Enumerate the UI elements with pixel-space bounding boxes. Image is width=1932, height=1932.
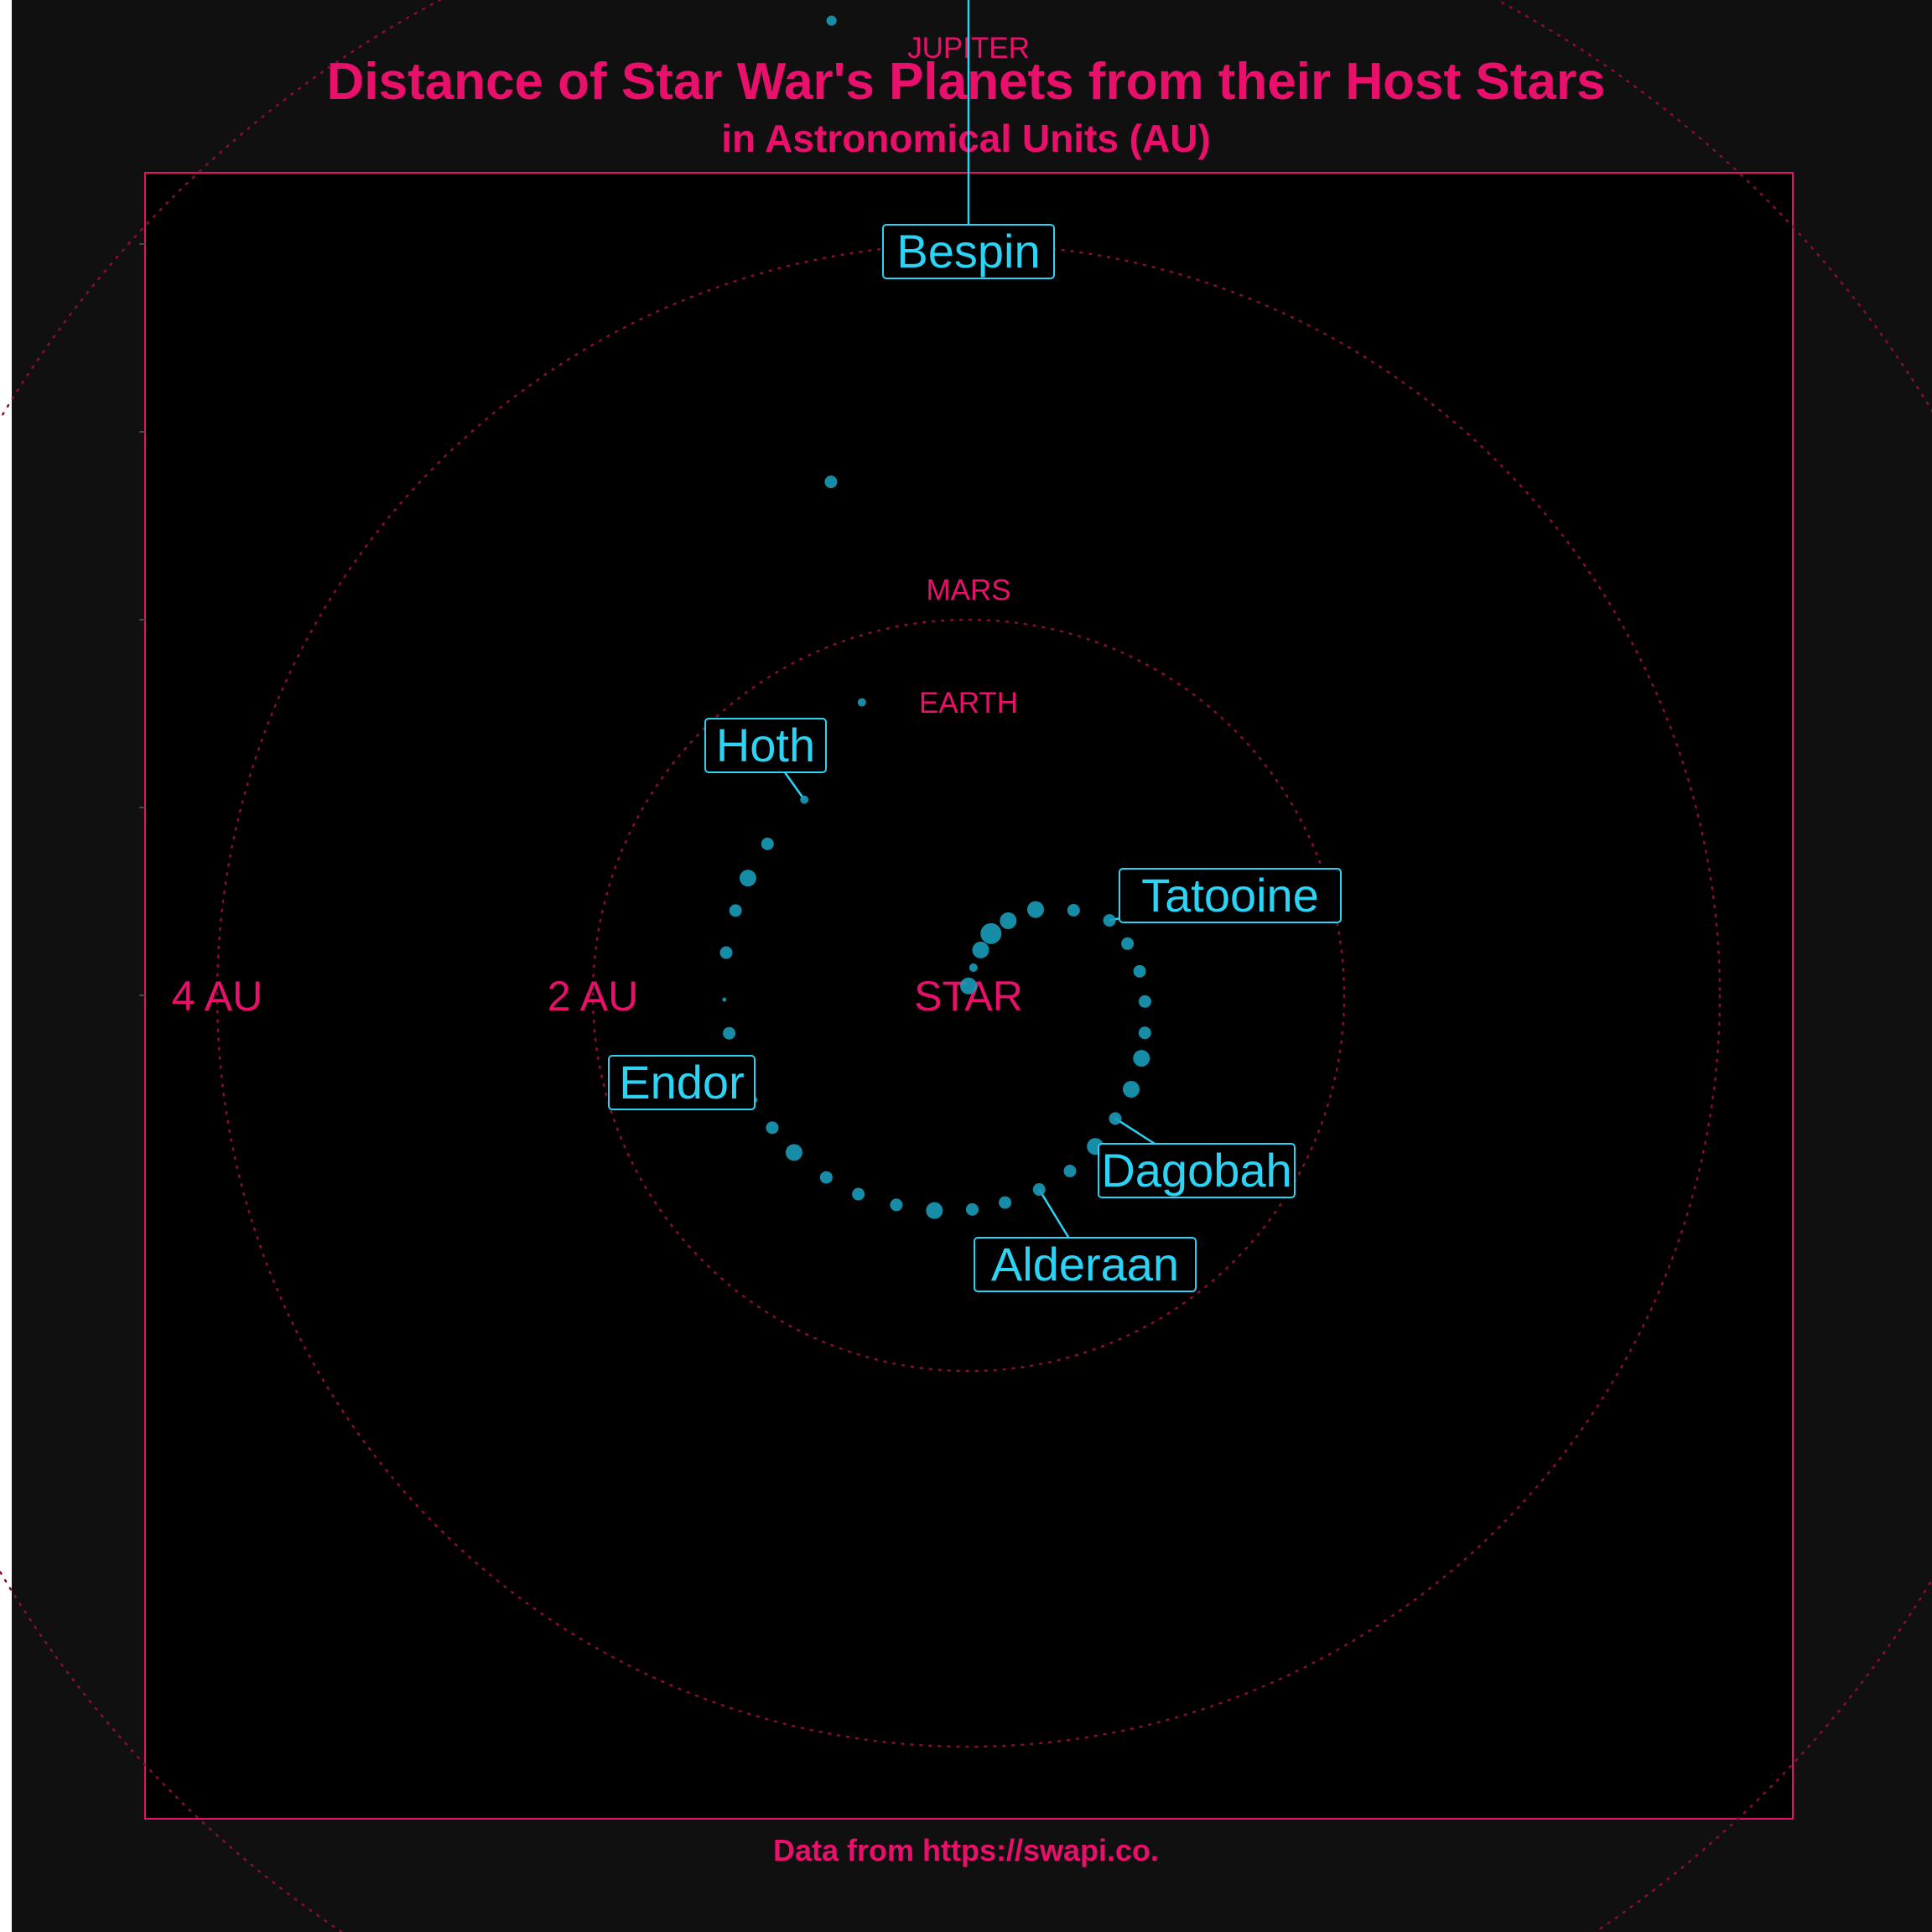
planet-point <box>890 1198 903 1212</box>
planet-point <box>852 1187 865 1201</box>
planet-point <box>926 1202 943 1219</box>
planet-point <box>819 1171 833 1184</box>
reference-planet-label: MARS <box>926 574 1010 607</box>
planet-point <box>761 837 774 850</box>
planet-label-bespin: Bespin <box>882 224 1055 279</box>
planet-point <box>739 870 756 887</box>
planet-point <box>1026 901 1044 918</box>
chart-caption: Data from https://swapi.co. <box>772 1833 1160 1867</box>
planet-label-text: Endor <box>619 1056 744 1109</box>
planet-label-text: Alderaan <box>991 1238 1179 1291</box>
planet-label-box <box>882 224 1055 279</box>
planet-label-text: Dagobah <box>1101 1144 1291 1197</box>
planet-point <box>1032 1183 1046 1197</box>
planet-point <box>969 963 978 972</box>
planet-label-endor: Endor <box>608 1055 756 1110</box>
planet-point <box>857 698 866 707</box>
chart-subtitle: in Astronomical Units (AU) <box>721 117 1211 160</box>
planet-point <box>1067 904 1080 917</box>
ring-label: 2 AU <box>548 973 638 1020</box>
planet-point <box>999 1196 1012 1209</box>
planet-point <box>723 1026 736 1040</box>
planet-point <box>972 941 989 958</box>
planet-point <box>1122 1081 1140 1098</box>
planet-label-text: Tatooine <box>1141 869 1319 922</box>
planet-point <box>1138 995 1151 1008</box>
planet-label-box <box>608 1055 756 1110</box>
planet-point <box>800 795 809 804</box>
planet-point <box>1121 937 1135 950</box>
planet-point <box>980 922 1002 944</box>
planet-label-alderaan: Alderaan <box>974 1237 1197 1292</box>
planet-point <box>719 946 733 959</box>
planet-point <box>722 997 727 1002</box>
chart-title: Distance of Star War's Planets from thei… <box>326 53 1606 111</box>
planet-point <box>1063 1165 1077 1178</box>
planet-point <box>1109 1112 1122 1125</box>
planet-point <box>1133 1050 1150 1067</box>
plot-panel <box>144 172 1794 1820</box>
leader-line <box>1114 1117 1156 1145</box>
planet-point <box>1103 914 1116 927</box>
leader-line <box>783 771 806 801</box>
planet-point <box>1138 1026 1151 1040</box>
planet-point <box>766 1121 779 1135</box>
planet-name-labels: Tatooine Dagobah Alderaan Endor Hoth Bespin <box>608 224 1342 1292</box>
reference-planet-label: EARTH <box>919 687 1018 719</box>
planet-label-text: Hoth <box>716 719 815 771</box>
planet-label-box <box>704 718 827 773</box>
planet-label-box <box>1098 1143 1296 1198</box>
planet-label-hoth: Hoth <box>704 718 827 773</box>
leader-line <box>1038 1188 1070 1239</box>
planet-label-tatooine: Tatooine <box>1119 868 1342 923</box>
orbit-ring <box>216 242 1722 1748</box>
left-edge-strip <box>0 0 12 1932</box>
planet-point <box>785 1144 802 1161</box>
planet-points <box>719 15 1151 1219</box>
planet-point <box>729 904 742 917</box>
planet-point <box>824 475 838 489</box>
planet-label-dagobah: Dagobah <box>1098 1143 1296 1198</box>
planet-label-box <box>1119 868 1342 923</box>
planet-label-text: Bespin <box>896 225 1040 278</box>
planet-point <box>1133 964 1146 978</box>
planet-point <box>965 1202 979 1216</box>
planet-point <box>826 15 837 26</box>
planet-point <box>1000 911 1017 929</box>
ring-label: 4 AU <box>172 973 262 1020</box>
orbit-ring <box>591 618 1346 1373</box>
planet-label-box <box>974 1237 1197 1292</box>
y-axis-ticks <box>139 243 145 996</box>
planet-point <box>960 977 977 995</box>
